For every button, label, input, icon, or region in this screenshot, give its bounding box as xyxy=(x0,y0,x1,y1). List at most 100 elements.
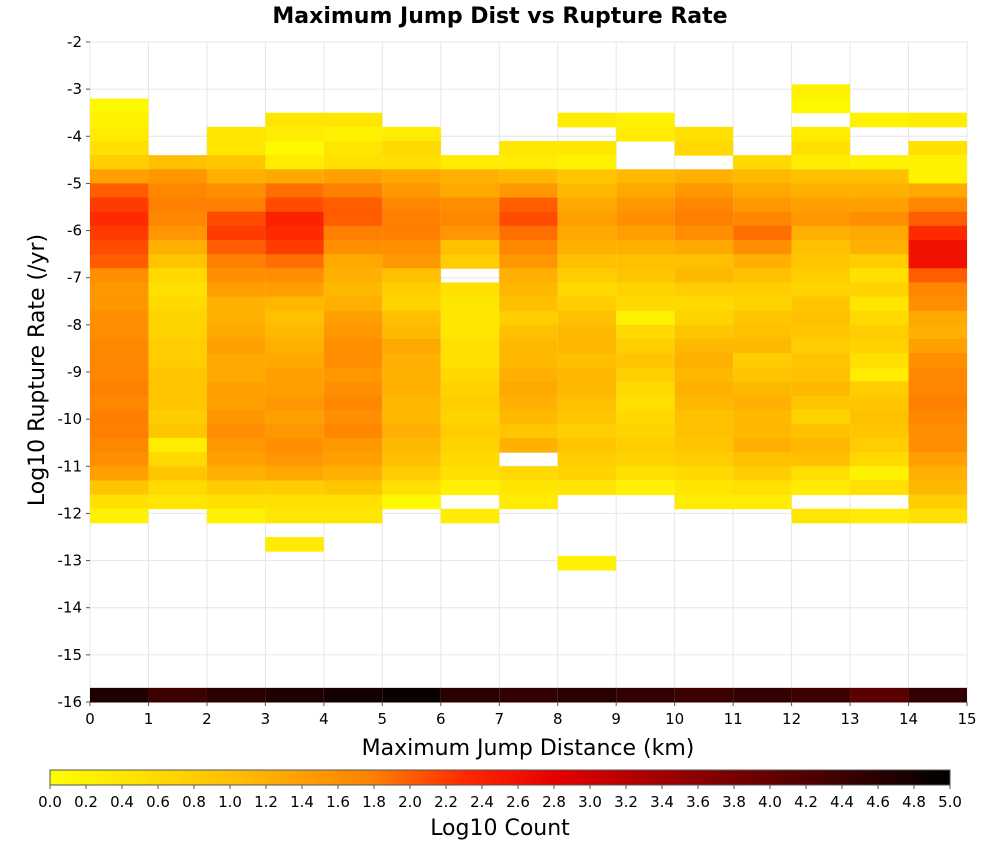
heatmap-cell xyxy=(206,494,266,510)
x-tick-label: 12 xyxy=(782,710,801,728)
heatmap-cell xyxy=(733,225,792,241)
heatmap-cell xyxy=(733,240,792,255)
heatmap-cell xyxy=(206,240,266,255)
heatmap-cell xyxy=(90,395,149,411)
heatmap-cell xyxy=(850,296,909,312)
heatmap-cell xyxy=(90,296,149,312)
heatmap-cell xyxy=(148,169,207,184)
heatmap-cell xyxy=(382,480,441,496)
heatmap-cell xyxy=(499,339,558,354)
y-tick-label: -4 xyxy=(67,127,82,145)
heatmap-cell xyxy=(499,395,558,411)
heatmap-cell xyxy=(674,183,734,199)
heatmap-cell xyxy=(733,395,792,411)
heatmap-cell xyxy=(440,367,500,382)
heatmap-cell xyxy=(440,409,500,425)
colorbar-tick-label: 3.6 xyxy=(686,793,710,811)
y-tick-label: -2 xyxy=(67,33,82,51)
colorbar-tick-label: 3.8 xyxy=(722,793,746,811)
heatmap-cell xyxy=(557,381,617,397)
heatmap-cell xyxy=(616,282,675,298)
heatmap-cell xyxy=(265,225,324,241)
heatmap-cell xyxy=(206,254,266,269)
heatmap-cell xyxy=(206,395,266,411)
heatmap-cell xyxy=(850,423,909,439)
heatmap-cell xyxy=(616,409,675,425)
heatmap-cell xyxy=(850,466,909,481)
colorbar-tick-label: 3.2 xyxy=(614,793,638,811)
heatmap-cell xyxy=(908,268,967,283)
heatmap-cell xyxy=(265,211,324,227)
heatmap-cell xyxy=(733,452,792,467)
heatmap-cell xyxy=(90,112,149,128)
heatmap-cell xyxy=(557,423,617,439)
heatmap-cell xyxy=(908,508,967,524)
heatmap-cell xyxy=(323,687,383,703)
heatmap-cell xyxy=(382,687,441,703)
heatmap-cell xyxy=(440,452,500,467)
x-axis-label: Maximum Jump Distance (km) xyxy=(362,736,695,761)
heatmap-cell xyxy=(265,353,324,368)
heatmap-cell xyxy=(674,452,734,467)
heatmap-cell xyxy=(674,353,734,368)
heatmap-cell xyxy=(557,268,617,283)
heatmap-cell xyxy=(323,381,383,397)
heatmap-cell xyxy=(674,240,734,255)
heatmap-cell xyxy=(674,423,734,439)
heatmap-cell xyxy=(90,225,149,241)
heatmap-cell xyxy=(850,687,909,703)
heatmap-cell xyxy=(674,254,734,269)
heatmap-cell xyxy=(908,310,967,326)
heatmap-cell xyxy=(382,367,441,382)
heatmap-cell xyxy=(206,268,266,283)
heatmap-cell xyxy=(382,452,441,467)
heatmap-cell xyxy=(791,381,851,397)
heatmap-cell xyxy=(791,466,851,481)
heatmap-cell xyxy=(440,282,500,298)
heatmap-cell xyxy=(733,183,792,199)
heatmap-cell xyxy=(850,282,909,298)
heatmap-cell xyxy=(850,438,909,453)
heatmap-cell xyxy=(791,438,851,453)
heatmap-cell xyxy=(206,452,266,467)
heatmap-cell xyxy=(206,197,266,213)
colorbar-ticks: 0.0 0.2 0.4 0.6 0.8 1.0 1.2 1.4 1.6 1.8 2.0 2.2 2.4 2… xyxy=(38,785,962,811)
colorbar-tick-label: 1.8 xyxy=(362,793,386,811)
heatmap-cell xyxy=(382,126,441,142)
heatmap-cell xyxy=(265,339,324,354)
x-tick-label: 3 xyxy=(261,710,271,728)
heatmap-cell xyxy=(616,183,675,199)
heatmap-cell xyxy=(616,169,675,184)
heatmap-cell xyxy=(908,339,967,354)
heatmap-cell xyxy=(733,254,792,269)
heatmap-cell xyxy=(265,494,324,510)
heatmap-cell xyxy=(148,423,207,439)
heatmap-cell xyxy=(148,339,207,354)
heatmap-cell xyxy=(499,480,558,496)
heatmap-cell xyxy=(557,409,617,425)
heatmap-cell xyxy=(90,254,149,269)
colorbar-tick-label: 0.4 xyxy=(110,793,134,811)
colorbar-tick-label: 1.4 xyxy=(290,793,314,811)
heatmap-cell xyxy=(440,155,500,170)
heatmap-cell xyxy=(90,197,149,213)
heatmap-cell xyxy=(382,296,441,312)
colorbar xyxy=(49,769,951,786)
colorbar-tick-label: 0.8 xyxy=(182,793,206,811)
heatmap-cell xyxy=(206,183,266,199)
heatmap-cell xyxy=(90,282,149,298)
heatmap-cell xyxy=(674,438,734,453)
heatmap-cell xyxy=(382,381,441,397)
heatmap-cell xyxy=(265,282,324,298)
heatmap-cell xyxy=(265,466,324,481)
heatmap-cell xyxy=(733,480,792,496)
heatmap-cell xyxy=(499,310,558,326)
heatmap-cell xyxy=(148,324,207,340)
heatmap-cell xyxy=(206,353,266,368)
heatmap-cell xyxy=(674,211,734,227)
heatmap-cell xyxy=(323,112,383,128)
heatmap-cell xyxy=(206,169,266,184)
heatmap-cell xyxy=(265,409,324,425)
y-tick-label: -10 xyxy=(58,410,83,428)
heatmap-cell xyxy=(850,367,909,382)
